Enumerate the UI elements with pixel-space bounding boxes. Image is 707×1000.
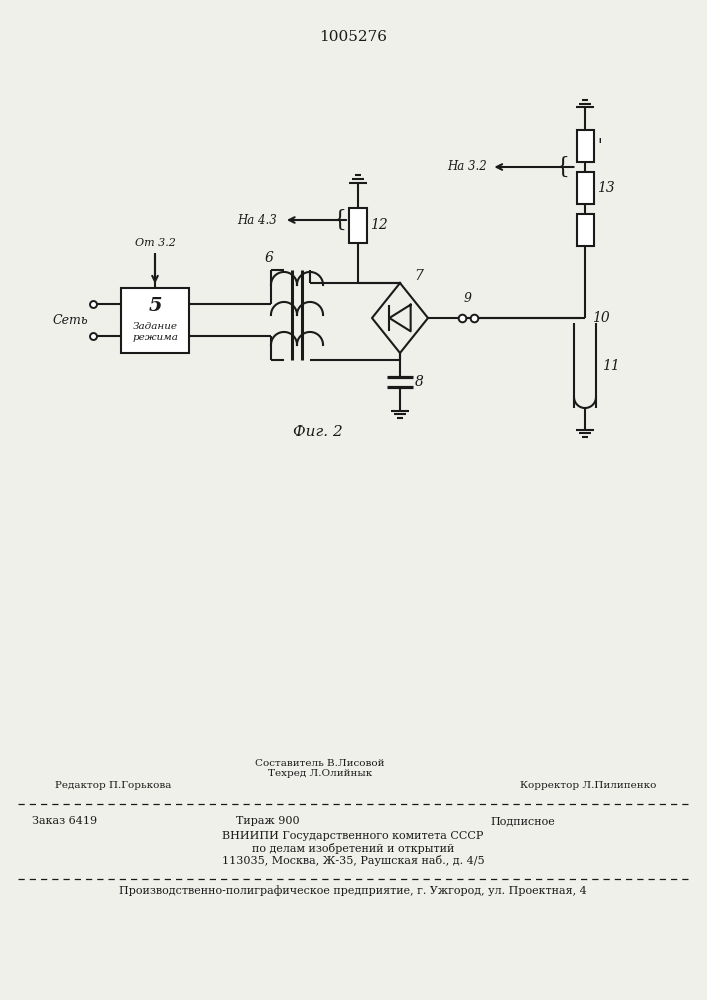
Text: Подписное: Подписное bbox=[490, 816, 555, 826]
Text: 12: 12 bbox=[370, 218, 387, 232]
Text: От 3.2: От 3.2 bbox=[134, 237, 175, 247]
Text: 6: 6 bbox=[264, 251, 274, 265]
Text: 5: 5 bbox=[148, 297, 162, 315]
Bar bbox=[576, 172, 593, 204]
Bar bbox=[121, 288, 189, 353]
Text: Редактор П.Горькова: Редактор П.Горькова bbox=[55, 780, 171, 790]
Text: 13: 13 bbox=[597, 181, 615, 195]
Text: {: { bbox=[556, 156, 570, 178]
Text: Задание
режима: Задание режима bbox=[132, 322, 178, 342]
Bar bbox=[349, 208, 367, 242]
Text: Техред Л.Олийнык: Техред Л.Олийнык bbox=[268, 769, 372, 778]
Text: {: { bbox=[332, 209, 346, 231]
Text: На 3.2: На 3.2 bbox=[447, 160, 486, 174]
Text: ': ' bbox=[597, 137, 602, 155]
Text: 113035, Москва, Ж-35, Раушская наб., д. 4/5: 113035, Москва, Ж-35, Раушская наб., д. … bbox=[222, 854, 484, 865]
Text: 1005276: 1005276 bbox=[319, 30, 387, 44]
Text: 11: 11 bbox=[602, 359, 620, 372]
Text: Корректор Л.Пилипенко: Корректор Л.Пилипенко bbox=[520, 780, 656, 790]
Bar bbox=[576, 130, 593, 162]
Text: 9: 9 bbox=[464, 292, 472, 305]
Text: Составитель В.Лисовой: Составитель В.Лисовой bbox=[255, 759, 385, 768]
Text: На 4.3: На 4.3 bbox=[238, 214, 277, 227]
Text: по делам изобретений и открытий: по делам изобретений и открытий bbox=[252, 842, 454, 854]
Bar bbox=[576, 214, 593, 246]
Text: Тираж 900: Тираж 900 bbox=[236, 816, 300, 826]
Text: Производственно-полиграфическое предприятие, г. Ужгород, ул. Проектная, 4: Производственно-полиграфическое предприя… bbox=[119, 886, 587, 896]
Text: 10: 10 bbox=[592, 311, 609, 325]
Text: 7: 7 bbox=[414, 269, 423, 283]
Text: Заказ 6419: Заказ 6419 bbox=[32, 816, 97, 826]
Text: Фиг. 2: Фиг. 2 bbox=[293, 425, 343, 439]
Text: ВНИИПИ Государственного комитета СССР: ВНИИПИ Государственного комитета СССР bbox=[222, 831, 484, 841]
Text: 8: 8 bbox=[415, 375, 424, 389]
Text: Сеть: Сеть bbox=[52, 314, 88, 326]
